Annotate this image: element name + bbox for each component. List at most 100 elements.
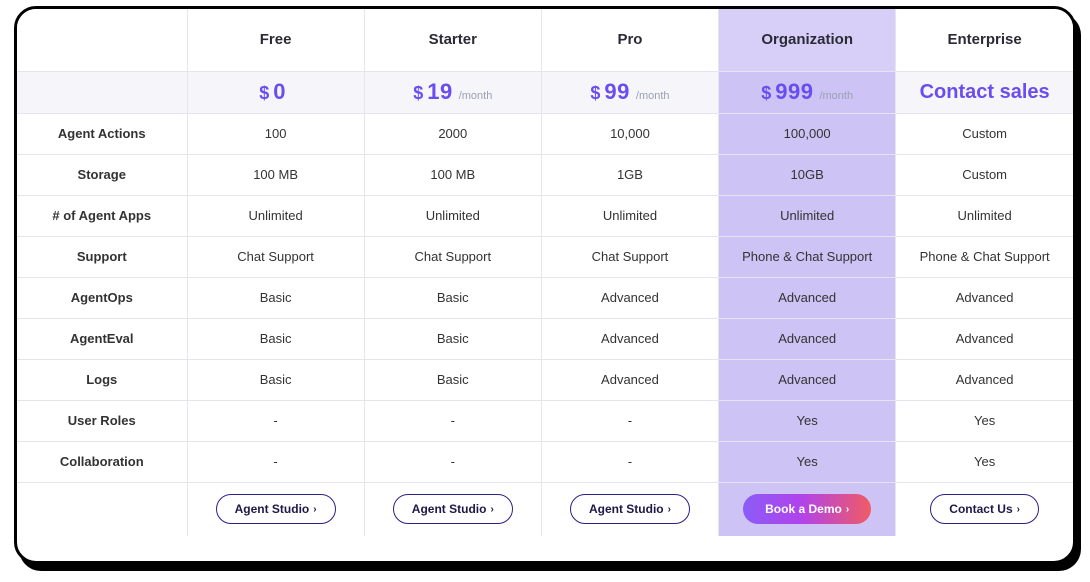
feature-value: Unlimited	[541, 195, 718, 236]
cta-row-label	[17, 482, 187, 536]
agent-studio-button[interactable]: Agent Studio ›	[570, 494, 690, 524]
feature-value: Chat Support	[541, 236, 718, 277]
feature-value: -	[541, 400, 718, 441]
feature-value: Phone & Chat Support	[896, 236, 1073, 277]
feature-value: Advanced	[896, 359, 1073, 400]
feature-label: Logs	[17, 359, 187, 400]
button-label: Agent Studio	[235, 502, 310, 516]
chevron-right-icon: ›	[846, 504, 849, 515]
feature-value: 1GB	[541, 154, 718, 195]
cta-row: Agent Studio › Agent Studio › Agent Stud…	[17, 482, 1073, 536]
price-period: /month	[459, 90, 493, 102]
table-row: User Roles - - - Yes Yes	[17, 400, 1073, 441]
pricing-card: Free Starter Pro Organization Enterprise…	[14, 6, 1076, 564]
price-starter: $ 19 /month	[364, 71, 541, 113]
feature-value: Advanced	[896, 318, 1073, 359]
plan-header-row: Free Starter Pro Organization Enterprise	[17, 9, 1073, 71]
feature-value: Custom	[896, 113, 1073, 154]
plan-name-free: Free	[187, 9, 364, 71]
feature-value: Basic	[364, 359, 541, 400]
feature-value: -	[187, 400, 364, 441]
pricing-table: Free Starter Pro Organization Enterprise…	[17, 9, 1073, 536]
button-label: Agent Studio	[589, 502, 664, 516]
price-row: $ 0 $ 19 /month $ 99 /month	[17, 71, 1073, 113]
currency-symbol: $	[590, 83, 600, 104]
feature-value: Advanced	[896, 277, 1073, 318]
feature-value: Basic	[364, 318, 541, 359]
contact-us-button[interactable]: Contact Us ›	[930, 494, 1039, 524]
feature-value: Unlimited	[719, 195, 896, 236]
feature-value: Basic	[187, 359, 364, 400]
feature-value: Advanced	[719, 318, 896, 359]
price-amount: 999	[775, 79, 813, 105]
chevron-right-icon: ›	[313, 504, 316, 515]
feature-value: Phone & Chat Support	[719, 236, 896, 277]
feature-value: -	[364, 400, 541, 441]
feature-label: Storage	[17, 154, 187, 195]
price-period: /month	[819, 90, 853, 102]
agent-studio-button[interactable]: Agent Studio ›	[393, 494, 513, 524]
feature-value: Advanced	[719, 277, 896, 318]
feature-value: 100 MB	[187, 154, 364, 195]
feature-value: 100	[187, 113, 364, 154]
feature-value: Basic	[187, 277, 364, 318]
price-enterprise: Contact sales	[896, 71, 1073, 113]
feature-label: AgentOps	[17, 277, 187, 318]
feature-value: -	[541, 441, 718, 482]
feature-value: 2000	[364, 113, 541, 154]
currency-symbol: $	[259, 83, 269, 104]
table-row: Agent Actions 100 2000 10,000 100,000 Cu…	[17, 113, 1073, 154]
table-row: Collaboration - - - Yes Yes	[17, 441, 1073, 482]
table-row: # of Agent Apps Unlimited Unlimited Unli…	[17, 195, 1073, 236]
feature-value: -	[364, 441, 541, 482]
button-label: Agent Studio	[412, 502, 487, 516]
feature-label: User Roles	[17, 400, 187, 441]
feature-value: Basic	[187, 318, 364, 359]
table-row: Support Chat Support Chat Support Chat S…	[17, 236, 1073, 277]
feature-value: Advanced	[541, 359, 718, 400]
price-organization: $ 999 /month	[719, 71, 896, 113]
feature-value: Advanced	[719, 359, 896, 400]
price-contact-sales: Contact sales	[920, 81, 1050, 103]
feature-value: 10,000	[541, 113, 718, 154]
feature-label: Agent Actions	[17, 113, 187, 154]
feature-value: Custom	[896, 154, 1073, 195]
header-empty	[17, 9, 187, 71]
chevron-right-icon: ›	[668, 504, 671, 515]
cta-cell: Agent Studio ›	[187, 482, 364, 536]
feature-value: Chat Support	[187, 236, 364, 277]
price-pro: $ 99 /month	[541, 71, 718, 113]
table-row: AgentEval Basic Basic Advanced Advanced …	[17, 318, 1073, 359]
cta-cell: Agent Studio ›	[541, 482, 718, 536]
feature-value: 100,000	[719, 113, 896, 154]
feature-value: Chat Support	[364, 236, 541, 277]
cta-cell: Agent Studio ›	[364, 482, 541, 536]
feature-value: Yes	[896, 441, 1073, 482]
plan-name-enterprise: Enterprise	[896, 9, 1073, 71]
feature-label: Collaboration	[17, 441, 187, 482]
feature-value: Unlimited	[896, 195, 1073, 236]
button-label: Book a Demo	[765, 502, 842, 516]
feature-label: Support	[17, 236, 187, 277]
price-amount: 99	[604, 79, 629, 105]
currency-symbol: $	[413, 83, 423, 104]
feature-value: 10GB	[719, 154, 896, 195]
feature-value: Yes	[896, 400, 1073, 441]
price-row-label	[17, 71, 187, 113]
feature-value: Unlimited	[364, 195, 541, 236]
feature-value: Basic	[364, 277, 541, 318]
price-period: /month	[636, 90, 670, 102]
agent-studio-button[interactable]: Agent Studio ›	[216, 494, 336, 524]
plan-name-starter: Starter	[364, 9, 541, 71]
feature-value: 100 MB	[364, 154, 541, 195]
book-demo-button[interactable]: Book a Demo ›	[743, 494, 871, 524]
feature-value: -	[187, 441, 364, 482]
chevron-right-icon: ›	[490, 504, 493, 515]
feature-label: AgentEval	[17, 318, 187, 359]
feature-value: Yes	[719, 400, 896, 441]
feature-value: Advanced	[541, 318, 718, 359]
plan-name-pro: Pro	[541, 9, 718, 71]
button-label: Contact Us	[949, 502, 1012, 516]
table-row: Logs Basic Basic Advanced Advanced Advan…	[17, 359, 1073, 400]
currency-symbol: $	[761, 83, 771, 104]
